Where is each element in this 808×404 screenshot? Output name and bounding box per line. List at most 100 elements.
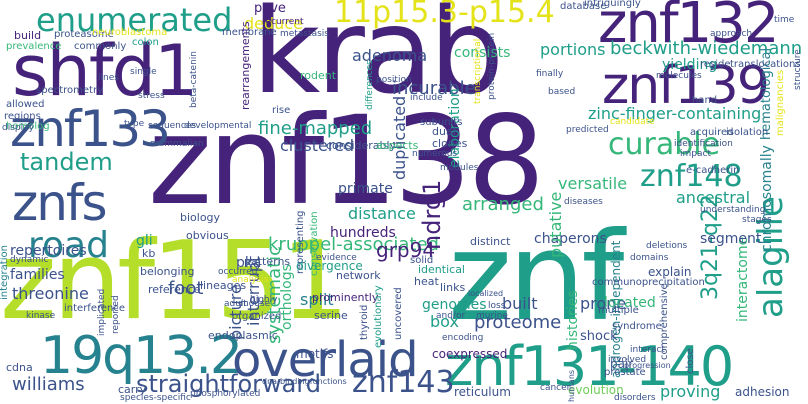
word-recurrent: recurrent bbox=[262, 17, 304, 27]
word-pka: pka bbox=[236, 255, 262, 271]
word-impact: impact bbox=[680, 149, 711, 159]
word-znf138: znf138 bbox=[148, 90, 545, 232]
word-highly: highly bbox=[250, 295, 278, 305]
word-split: split bbox=[300, 290, 334, 309]
word-numerous: numerous bbox=[412, 149, 458, 159]
word-commonly: commonly bbox=[74, 41, 127, 52]
word-11p15: 11p15.3-p15.4 bbox=[334, 0, 555, 30]
word-arranged: arranged bbox=[462, 194, 544, 215]
word-deletions: deletions bbox=[646, 241, 688, 251]
word-mouse: mouse bbox=[240, 299, 271, 309]
word-shfd1: shfd1 bbox=[12, 30, 198, 112]
word-duplicated: duplicated bbox=[390, 95, 409, 180]
word-kb: kb bbox=[142, 247, 156, 260]
word-isolation: isolation bbox=[726, 127, 769, 138]
word-adult: adult bbox=[224, 299, 247, 309]
word-incurable: incurable bbox=[392, 78, 476, 99]
word-colon: colon bbox=[132, 37, 159, 48]
word-yielding: yielding bbox=[662, 57, 718, 73]
word-murine: murine bbox=[476, 311, 508, 321]
word-chaperons: chaperons bbox=[534, 231, 607, 247]
word-humans: humans bbox=[567, 369, 576, 402]
word-finally: finally bbox=[536, 69, 564, 79]
word-znf143: znf143 bbox=[352, 365, 455, 400]
word-identical: identical bbox=[418, 263, 465, 276]
word-heat: heat bbox=[414, 275, 439, 288]
word-prostate: prostate bbox=[604, 367, 646, 378]
word-interact: interact bbox=[630, 345, 665, 355]
word-belonging: belonging bbox=[140, 265, 195, 278]
word-kinase: kinase bbox=[26, 311, 56, 321]
word-evolutionary: evolutionary bbox=[373, 285, 384, 348]
word-cancer: cancer bbox=[540, 383, 571, 393]
word-zinc-finger-containing: zinc-finger-containing bbox=[588, 104, 762, 123]
word-proteasome: proteasome bbox=[54, 29, 114, 40]
word-stress: stress bbox=[138, 91, 165, 101]
word-intriguingly: intriguingly bbox=[584, 0, 641, 9]
word-ancestral: ancestral bbox=[676, 188, 751, 207]
word-acquired: acquired bbox=[690, 127, 734, 138]
word-candidate: candidate bbox=[610, 117, 655, 127]
word-and-or: and/or bbox=[436, 311, 466, 321]
word-approach: approach bbox=[710, 29, 753, 39]
word-diseases: diseases bbox=[564, 197, 603, 207]
word-translocations: translocations bbox=[730, 59, 801, 70]
word-display: display bbox=[2, 123, 34, 133]
word-include: include bbox=[410, 93, 443, 103]
word-progression: progression bbox=[624, 361, 671, 370]
word-predicted: predicted bbox=[566, 125, 609, 135]
word-analysis: analysis bbox=[232, 275, 269, 285]
word-involved: involved bbox=[608, 355, 647, 365]
word-portions: portions bbox=[540, 40, 606, 59]
word-communoprecipitation: communoprecipitation bbox=[592, 277, 705, 288]
word-disorders: disorders bbox=[614, 393, 656, 403]
word-cdna: cdna bbox=[6, 361, 33, 374]
word-segment: segment bbox=[700, 231, 762, 247]
word-position: position bbox=[376, 75, 412, 85]
word-regions: regions bbox=[4, 111, 41, 122]
word-znf151: znf151 bbox=[0, 219, 349, 344]
word-coexpressed: coexpressed bbox=[432, 347, 508, 361]
word-versatile: versatile bbox=[558, 174, 628, 193]
word-located: located bbox=[604, 295, 656, 311]
word-multiple: multiple bbox=[598, 305, 639, 316]
word-database: database bbox=[560, 1, 607, 12]
word-reside: reside bbox=[700, 59, 731, 70]
word-species-specific: species-specific bbox=[120, 393, 191, 403]
word-single: single bbox=[130, 67, 157, 77]
word-considerably: considerably bbox=[326, 139, 397, 152]
word-evolution: evolution bbox=[568, 383, 624, 397]
word-lines: lines bbox=[98, 73, 119, 83]
word-transcriptional: transcriptional bbox=[473, 38, 483, 104]
word-subunits: subunits bbox=[420, 117, 463, 128]
word-loss: loss bbox=[488, 301, 506, 311]
word-19q13-2: 19q13.2 bbox=[40, 326, 243, 386]
word-road: road bbox=[28, 225, 109, 266]
word-znf131-140: znf131-140 bbox=[445, 335, 734, 398]
word-molecules: molecules bbox=[656, 71, 702, 81]
word-williams: williams bbox=[12, 374, 85, 395]
word-adenoma: adenoma bbox=[352, 46, 428, 65]
word-localized: localized bbox=[468, 289, 504, 298]
word-tandem: tandem bbox=[20, 148, 113, 176]
word-e-cadherin: e-cadherin bbox=[686, 165, 740, 176]
word-links: links bbox=[440, 281, 466, 294]
word-metastasis: metastasis bbox=[280, 29, 329, 39]
word-domains: domains bbox=[630, 253, 669, 263]
word-interactome: interactome bbox=[735, 236, 751, 322]
word-motifs: motifs bbox=[296, 347, 334, 361]
word-fine-mapped: fine-mapped bbox=[258, 118, 373, 139]
word-repertoires: repertoires bbox=[10, 243, 87, 259]
word-rodent: rodent bbox=[300, 69, 337, 82]
word-primate: primate bbox=[338, 181, 393, 197]
word-orthologs: orthologs bbox=[279, 264, 295, 330]
word-understanding: understanding bbox=[700, 205, 766, 215]
word-overlaid: overlaid bbox=[232, 332, 419, 388]
word-malignancies: malignancies bbox=[775, 69, 786, 136]
word-families: families bbox=[10, 267, 65, 283]
word-curable: curable bbox=[608, 127, 721, 162]
word-pave: pave bbox=[254, 1, 286, 16]
word-znf139: znf139 bbox=[602, 56, 770, 116]
word-shock: shock bbox=[580, 329, 618, 344]
